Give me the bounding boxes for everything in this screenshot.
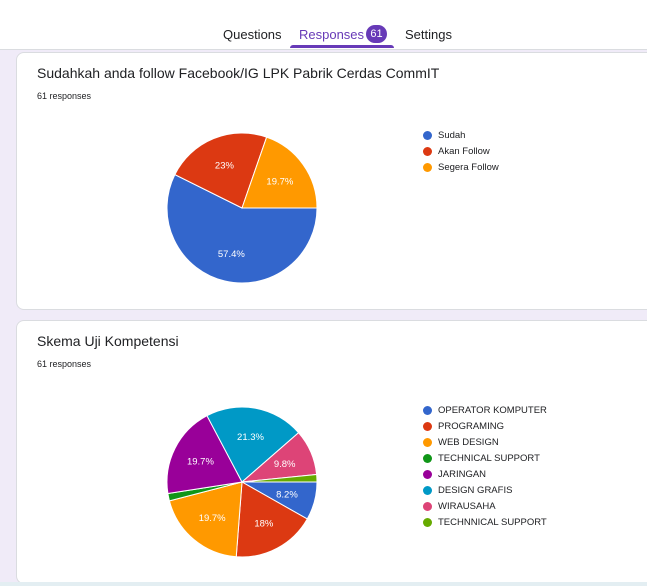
pie-chart-skema: 8.2% 18% 19.7% 19.7% 21.3% 9.8% <box>166 406 318 558</box>
legend-swatch <box>423 405 432 415</box>
legend-swatch <box>423 453 432 463</box>
slice-label-wirausaha: 9.8% <box>274 459 296 470</box>
legend-item-segera-follow: Segera Follow <box>423 159 499 175</box>
pie-slice-technnical-support[interactable] <box>241 473 318 483</box>
question-title: Skema Uji Kompetensi <box>37 333 179 349</box>
legend-item-design-grafis: DESIGN GRAFIS <box>423 482 547 498</box>
legend-label: WIRAUSAHA <box>438 500 496 512</box>
legend-item-technical-support: TECHNICAL SUPPORT <box>423 450 547 466</box>
legend-swatch <box>423 485 432 495</box>
legend-label: PROGRAMING <box>438 420 504 432</box>
legend-swatch <box>423 469 432 479</box>
slice-label-design-grafis: 21.3% <box>237 432 264 443</box>
legend-label: OPERATOR KOMPUTER <box>438 404 547 416</box>
legend-label: Akan Follow <box>438 145 490 157</box>
legend-label: DESIGN GRAFIS <box>438 484 513 496</box>
question-summary-card-skema: Skema Uji Kompetensi 61 responses 8.2% 18… <box>16 320 647 584</box>
slice-label-akan-follow: 23% <box>215 160 235 171</box>
slice-label-segera-follow: 19.7% <box>266 177 293 188</box>
legend-swatch <box>423 146 432 156</box>
slice-label-programing: 18% <box>254 519 274 530</box>
legend-swatch <box>423 421 432 431</box>
pie-slice-design-grafis[interactable] <box>206 406 300 483</box>
pie-slice-sudah[interactable] <box>166 173 318 284</box>
page-bottom-edge <box>0 582 647 586</box>
tab-settings[interactable]: Settings <box>405 27 452 42</box>
chart-legend: OPERATOR KOMPUTER PROGRAMING WEB DESIGN TEC… <box>423 402 547 530</box>
legend-swatch <box>423 130 432 140</box>
legend-item-operator-komputer: OPERATOR KOMPUTER <box>423 402 547 418</box>
question-title: Sudahkah anda follow Facebook/IG LPK Pab… <box>37 65 440 81</box>
pie-slice-segera-follow[interactable] <box>241 136 318 209</box>
slice-label-web-design: 19.7% <box>199 513 226 524</box>
legend-item-akan-follow: Akan Follow <box>423 143 499 159</box>
question-summary-card-follow: Sudahkah anda follow Facebook/IG LPK Pab… <box>16 52 647 310</box>
response-count: 61 responses <box>37 91 92 101</box>
legend-item-sudah: Sudah <box>423 127 499 143</box>
pie-chart-follow: 57.4% 23% 19.7% <box>166 132 318 284</box>
pie-slice-jaringan[interactable] <box>166 415 243 495</box>
legend-label: Sudah <box>438 129 466 141</box>
slice-label-operator-komputer: 8.2% <box>276 489 298 500</box>
legend-swatch <box>423 437 432 447</box>
legend-item-wirausaha: WIRAUSAHA <box>423 498 547 514</box>
legend-label: JARINGAN <box>438 468 487 480</box>
legend-item-jaringan: JARINGAN <box>423 466 547 482</box>
pie-slice-akan-follow[interactable] <box>174 132 268 209</box>
active-tab-indicator <box>290 45 394 48</box>
chart-legend: Sudah Akan Follow Segera Follow <box>423 127 499 175</box>
legend-label: TECHNNICAL SUPPORT <box>438 516 547 528</box>
slice-label-jaringan: 19.7% <box>187 457 214 468</box>
top-navigation-bar: Questions Responses 61 Settings <box>0 0 647 50</box>
legend-item-programing: PROGRAMING <box>423 418 547 434</box>
legend-swatch <box>423 501 432 511</box>
legend-swatch <box>423 517 432 527</box>
pie-slice-web-design[interactable] <box>168 481 243 558</box>
legend-label: TECHNICAL SUPPORT <box>438 452 540 464</box>
tab-questions[interactable]: Questions <box>223 27 282 42</box>
pie-slice-programing[interactable] <box>235 481 308 558</box>
legend-item-technnical-support: TECHNNICAL SUPPORT <box>423 514 547 530</box>
legend-item-web-design: WEB DESIGN <box>423 434 547 450</box>
response-count: 61 responses <box>37 359 92 369</box>
slice-label-sudah: 57.4% <box>218 249 245 260</box>
tab-responses[interactable]: Responses <box>299 27 365 42</box>
legend-label: Segera Follow <box>438 161 499 173</box>
legend-swatch <box>423 162 432 172</box>
responses-count-badge: 61 <box>366 25 387 43</box>
legend-label: WEB DESIGN <box>438 436 499 448</box>
